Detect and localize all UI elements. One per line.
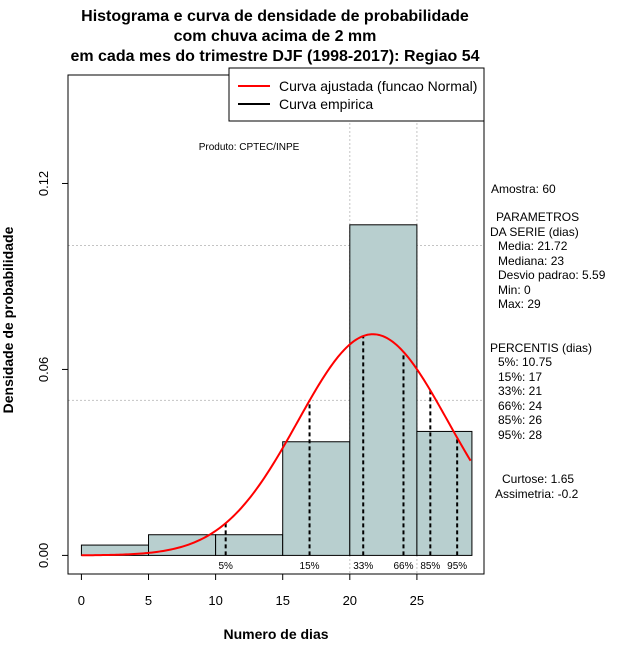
histogram-bars [80, 224, 473, 556]
histogram-bar-4 [349, 224, 418, 556]
x-tick-label-4: 20 [343, 593, 357, 608]
stat-p5: 5%: 10.75 [498, 355, 552, 369]
percentile-label-5: 95% [447, 561, 467, 572]
stat-mean: Media: 21.72 [498, 239, 568, 253]
x-tick-label-2: 10 [208, 593, 222, 608]
y-tick-label-2: 0.12 [36, 171, 51, 196]
stat-median: Mediana: 23 [498, 254, 564, 268]
stat-skewness: Assimetria: -0.2 [495, 487, 579, 501]
stat-params-subheading: DA SERIE (dias) [490, 225, 579, 239]
x-tick-label-5: 25 [410, 593, 424, 608]
stat-p85: 85%: 26 [498, 413, 542, 427]
x-axis-label: Numero de dias [223, 626, 328, 642]
percentile-lines [224, 336, 459, 556]
legend-box [228, 67, 485, 122]
percentile-label-2: 33% [353, 561, 373, 572]
x-tick-label-0: 0 [78, 593, 85, 608]
percentile-label-0: 5% [218, 561, 233, 572]
stat-p95: 95%: 28 [498, 428, 542, 442]
legend-label-empirical: Curva empirica [279, 96, 373, 112]
x-tick-label-3: 15 [275, 593, 289, 608]
stat-params-heading: PARAMETROS [496, 210, 579, 224]
percentile-label-4: 85% [420, 561, 440, 572]
x-axis: 0 5 10 15 20 25 [78, 573, 424, 608]
normal-fit-curve [81, 333, 472, 557]
y-axis-label: Densidade de probabilidade [0, 226, 16, 413]
y-tick-label-0: 0.00 [36, 543, 51, 568]
chart-title-line-3: em cada mes do trimestre DJF (1998-2017)… [70, 48, 479, 65]
stat-sample-size: Amostra: 60 [491, 182, 556, 196]
percentile-label-3: 66% [393, 561, 413, 572]
x-tick-label-1: 5 [145, 593, 152, 608]
percentile-labels: 5% 15% 33% 66% 85% 95% [218, 561, 467, 572]
y-tick-label-1: 0.06 [36, 357, 51, 382]
statistics-panel: Amostra: 60 PARAMETROS DA SERIE (dias) M… [490, 182, 606, 501]
stat-p33: 33%: 21 [498, 384, 542, 398]
legend: Curva ajustada (funcao Normal) Curva emp… [228, 67, 485, 122]
histogram-bar-3 [282, 441, 351, 556]
product-credit: Produto: CPTEC/INPE [199, 142, 300, 153]
stat-p66: 66%: 24 [498, 399, 542, 413]
stat-percentiles-heading: PERCENTIS (dias) [490, 341, 592, 355]
stat-min: Min: 0 [498, 283, 531, 297]
chart-title-line-1: Histograma e curva de densidade de proba… [81, 8, 469, 25]
stat-std-dev: Desvio padrao: 5.59 [498, 268, 606, 282]
stat-max: Max: 29 [498, 297, 541, 311]
chart-title-line-2: com chuva acima de 2 mm [174, 28, 377, 45]
stat-p15: 15%: 17 [498, 370, 542, 384]
y-axis: 0.00 0.06 0.12 [36, 171, 69, 568]
legend-label-fit: Curva ajustada (funcao Normal) [279, 78, 477, 94]
stat-kurtosis: Curtose: 1.65 [502, 472, 574, 486]
histogram-bar-5 [416, 430, 473, 556]
percentile-label-1: 15% [300, 561, 320, 572]
